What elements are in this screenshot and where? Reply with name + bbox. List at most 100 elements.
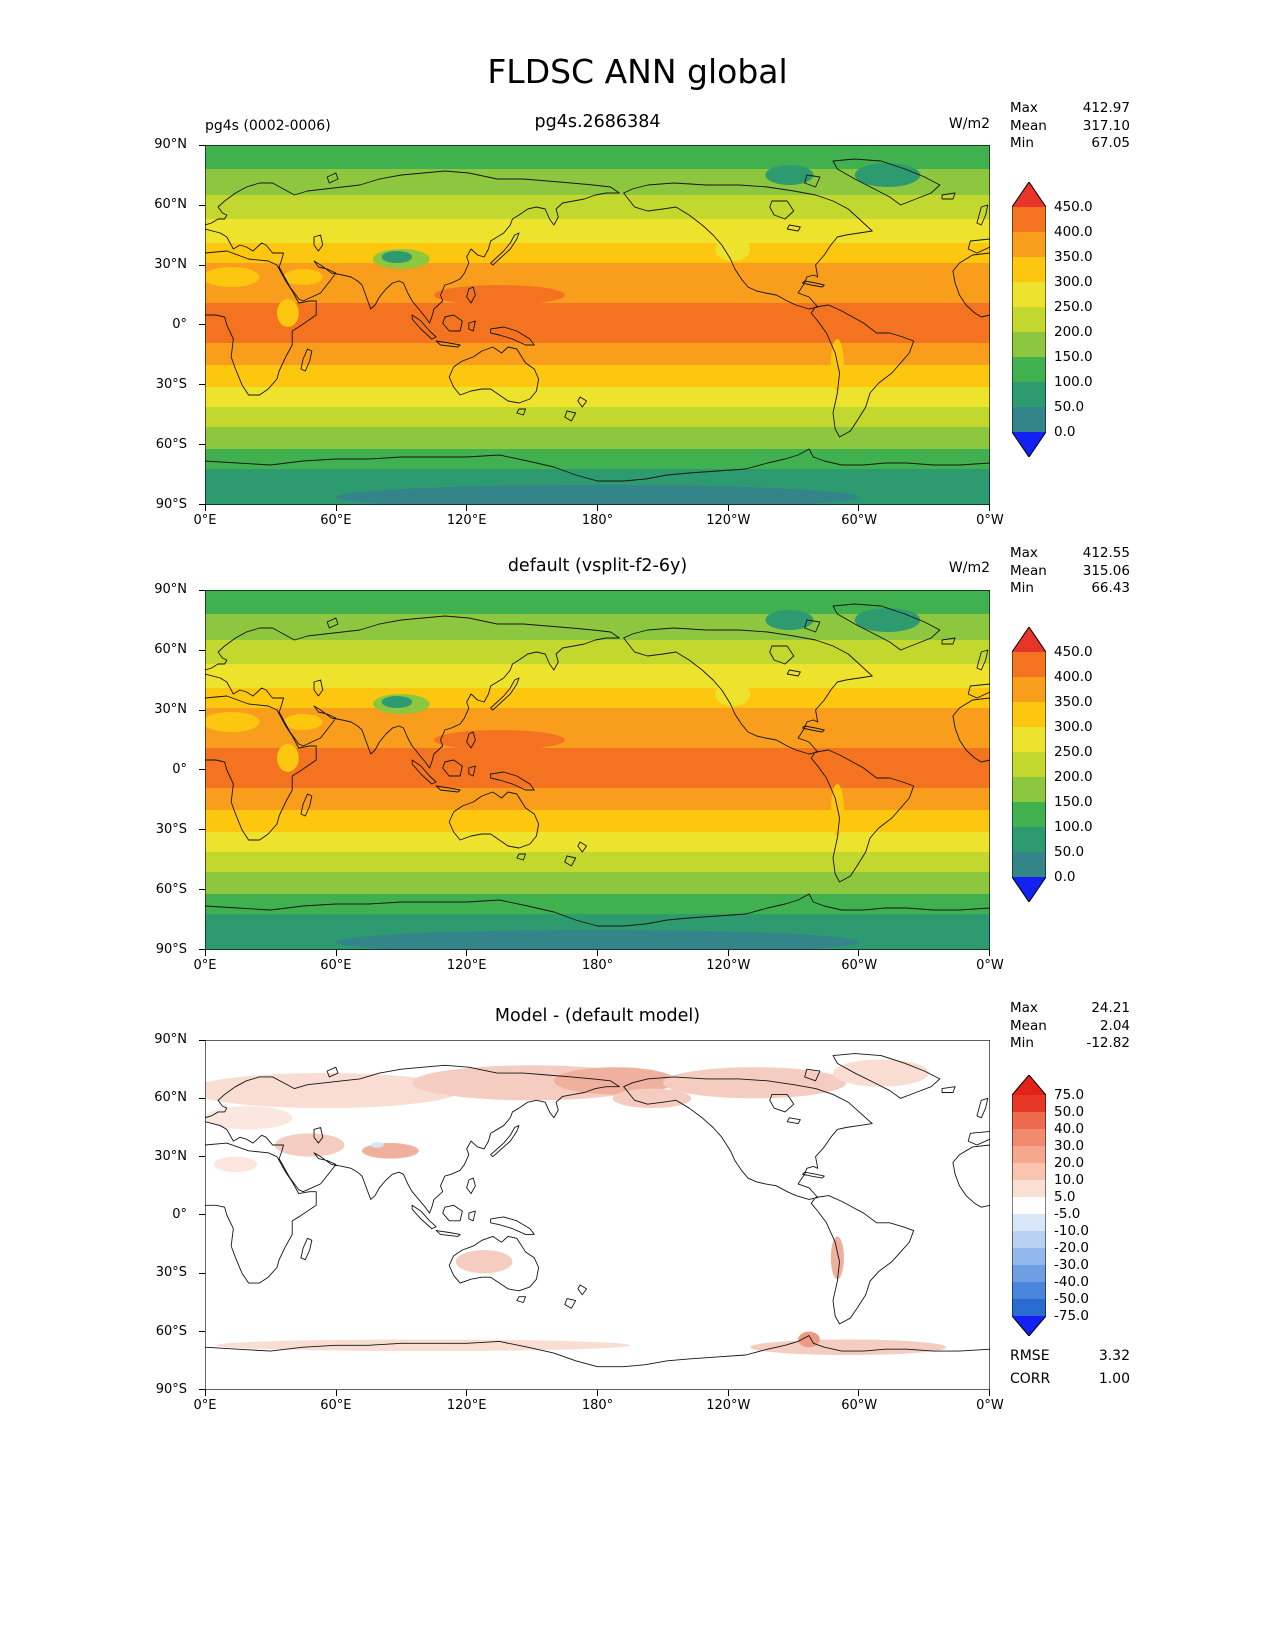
tick-mark bbox=[199, 1098, 205, 1100]
stat-row: RMSE 3.32 bbox=[1010, 1345, 1130, 1368]
panel1-x-axis-ticks bbox=[205, 505, 990, 511]
tick-mark bbox=[988, 1390, 990, 1396]
colorbar-tick-label: -50.0 bbox=[1054, 1291, 1089, 1307]
panel3-y-axis-ticks bbox=[199, 1040, 205, 1390]
panel2-x-axis-ticks bbox=[205, 950, 990, 956]
tick-mark bbox=[596, 1390, 598, 1396]
stat-row: CORR 1.00 bbox=[1010, 1368, 1130, 1391]
stat-value: 315.06 bbox=[1082, 562, 1130, 579]
tick-mark bbox=[199, 590, 205, 591]
tick-mark bbox=[199, 145, 205, 146]
tick-mark bbox=[199, 1214, 205, 1216]
stat-row: Min 66.43 bbox=[1010, 580, 1130, 598]
y-tick-label: 0° bbox=[172, 762, 187, 777]
tick-mark bbox=[466, 505, 468, 511]
x-tick-label: 0°W bbox=[976, 513, 1004, 528]
colorbar-tick-label: 250.0 bbox=[1054, 299, 1093, 315]
tick-mark bbox=[199, 769, 205, 771]
stat-value: 3.32 bbox=[1098, 1348, 1130, 1364]
stat-label: Min bbox=[1010, 135, 1034, 151]
stat-value: 412.97 bbox=[1082, 100, 1130, 116]
stat-label: Mean bbox=[1010, 1017, 1047, 1034]
panel2-colorbar-labels: 450.0 400.0 350.0 300.0 250.0 200.0 150.0 100.0… bbox=[1054, 644, 1093, 885]
panel3-stats: Max 24.21 Mean 2.04 Min -12.82 bbox=[1010, 1000, 1130, 1053]
tick-mark bbox=[199, 1272, 205, 1274]
tick-mark bbox=[466, 1390, 468, 1396]
tick-mark bbox=[727, 1390, 729, 1396]
tick-mark bbox=[199, 444, 205, 446]
colorbar-tick-label: 50.0 bbox=[1054, 844, 1085, 860]
panel1-map bbox=[205, 145, 990, 505]
panel2-stats: Max 412.55 Mean 315.06 Min 66.43 bbox=[1010, 545, 1130, 598]
y-tick-label: 60°S bbox=[155, 1323, 187, 1339]
y-tick-label: 30°N bbox=[154, 257, 187, 272]
tick-mark bbox=[466, 950, 468, 956]
stat-label: Max bbox=[1010, 1000, 1038, 1016]
y-tick-label: 60°S bbox=[155, 882, 187, 897]
panel1-colorbar bbox=[1012, 182, 1046, 457]
colorbar-tick-label: 450.0 bbox=[1054, 199, 1093, 215]
stat-row: Max 24.21 bbox=[1010, 1000, 1130, 1018]
stat-value: -12.82 bbox=[1086, 1035, 1130, 1051]
stat-row: Mean 317.10 bbox=[1010, 118, 1130, 136]
colorbar-tick-label: 400.0 bbox=[1054, 669, 1093, 685]
x-tick-label: 0°E bbox=[193, 1398, 217, 1413]
x-tick-label: 0°W bbox=[976, 958, 1004, 973]
contour-fill-layer bbox=[205, 145, 990, 505]
tick-mark bbox=[199, 204, 205, 206]
colorbar-tick-label: 20.0 bbox=[1054, 1155, 1085, 1171]
colorbar-tick-label: 150.0 bbox=[1054, 349, 1093, 365]
stat-label: Mean bbox=[1010, 562, 1047, 579]
x-tick-label: 180° bbox=[581, 958, 614, 973]
panel1-map-svg bbox=[205, 145, 990, 505]
colorbar-tick-label: -5.0 bbox=[1054, 1206, 1081, 1222]
tick-mark bbox=[199, 1330, 205, 1332]
colorbar-tick-label: 30.0 bbox=[1054, 1138, 1085, 1154]
x-tick-label: 120°W bbox=[706, 513, 751, 528]
y-tick-label: 90°S bbox=[155, 942, 187, 957]
stat-label: Mean bbox=[1010, 117, 1047, 134]
tick-mark bbox=[596, 950, 598, 956]
panel2-y-axis-ticks bbox=[199, 590, 205, 950]
panel2-units-label: W/m2 bbox=[948, 560, 990, 576]
contour-fill-layer bbox=[205, 590, 990, 950]
stat-label: RMSE bbox=[1010, 1348, 1050, 1364]
tick-mark bbox=[858, 950, 860, 956]
tick-mark bbox=[988, 505, 990, 511]
tick-mark bbox=[199, 324, 205, 326]
panel3-x-axis-ticks bbox=[205, 1390, 990, 1396]
colorbar-tick-label: 200.0 bbox=[1054, 769, 1093, 785]
colorbar-tick-label: 0.0 bbox=[1054, 424, 1076, 440]
colorbar-tick-label: 50.0 bbox=[1054, 1104, 1085, 1120]
panel2-title: default (vsplit-f2-6y) bbox=[507, 556, 688, 576]
difference-fill-layer bbox=[205, 1040, 990, 1390]
panel3-y-axis-labels: 90°N 60°N 30°N 0° 30°S 60°S 90°S bbox=[130, 1031, 195, 1399]
x-tick-label: 60°W bbox=[841, 513, 878, 528]
y-tick-label: 30°N bbox=[154, 702, 187, 717]
stat-row: Min -12.82 bbox=[1010, 1035, 1130, 1053]
panel3-map bbox=[205, 1040, 990, 1390]
panel2-y-axis-labels: 90°N 60°N 30°N 0° 30°S 60°S 90°S bbox=[130, 581, 195, 959]
x-tick-label: 120°W bbox=[706, 1398, 751, 1413]
y-tick-label: 60°N bbox=[154, 197, 187, 212]
stat-row: Max 412.55 bbox=[1010, 545, 1130, 563]
tick-mark bbox=[199, 264, 205, 266]
panel1-colorbar-labels: 450.0 400.0 350.0 300.0 250.0 200.0 150.0 100.0… bbox=[1054, 199, 1093, 440]
panel2-map bbox=[205, 590, 990, 950]
panel3-title: Model - (default model) bbox=[494, 1006, 701, 1026]
x-tick-label: 0°W bbox=[976, 1398, 1004, 1413]
x-tick-label: 60°E bbox=[320, 513, 352, 528]
tick-mark bbox=[199, 1040, 205, 1041]
tick-mark bbox=[858, 1390, 860, 1396]
colorbar-tick-label: 150.0 bbox=[1054, 794, 1093, 810]
tick-mark bbox=[199, 889, 205, 891]
x-tick-label: 180° bbox=[581, 513, 614, 528]
y-tick-label: 0° bbox=[172, 1206, 187, 1222]
colorbar-tick-label: 450.0 bbox=[1054, 644, 1093, 660]
stat-value: 1.00 bbox=[1098, 1371, 1130, 1387]
stat-label: Min bbox=[1010, 1035, 1034, 1051]
tick-mark bbox=[205, 1390, 206, 1396]
figure-title: FLDSC ANN global bbox=[487, 52, 788, 91]
y-tick-label: 60°N bbox=[154, 1090, 187, 1106]
